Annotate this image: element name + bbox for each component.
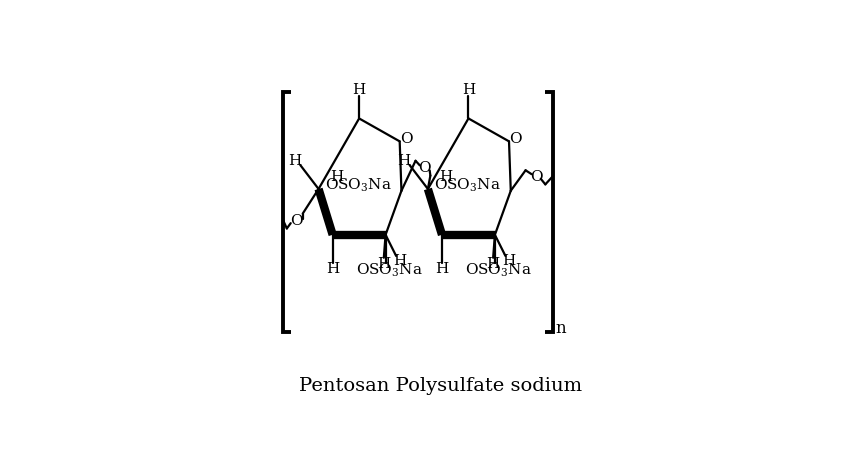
Text: H: H (330, 169, 344, 184)
Text: O: O (509, 132, 521, 146)
Text: H: H (289, 154, 302, 168)
Text: n: n (556, 321, 566, 338)
Text: H: H (503, 254, 515, 268)
Text: OSO$_3$Na: OSO$_3$Na (435, 177, 501, 194)
Text: Pentosan Polysulfate sodium: Pentosan Polysulfate sodium (299, 377, 582, 395)
Text: O: O (290, 214, 302, 229)
Text: OSO$_3$Na: OSO$_3$Na (325, 177, 392, 194)
Text: H: H (440, 169, 453, 184)
Text: H: H (462, 83, 475, 97)
Text: OSO$_3$Na: OSO$_3$Na (356, 262, 423, 279)
Text: O: O (399, 132, 412, 146)
Text: OSO$_3$Na: OSO$_3$Na (465, 262, 532, 279)
Text: H: H (377, 257, 391, 271)
Text: H: H (398, 154, 411, 168)
Text: H: H (393, 254, 406, 268)
Text: H: H (326, 262, 339, 276)
Text: O: O (418, 161, 431, 175)
Text: H: H (352, 83, 366, 97)
Text: O: O (530, 169, 543, 184)
Text: H: H (436, 262, 448, 276)
Text: H: H (486, 257, 500, 271)
